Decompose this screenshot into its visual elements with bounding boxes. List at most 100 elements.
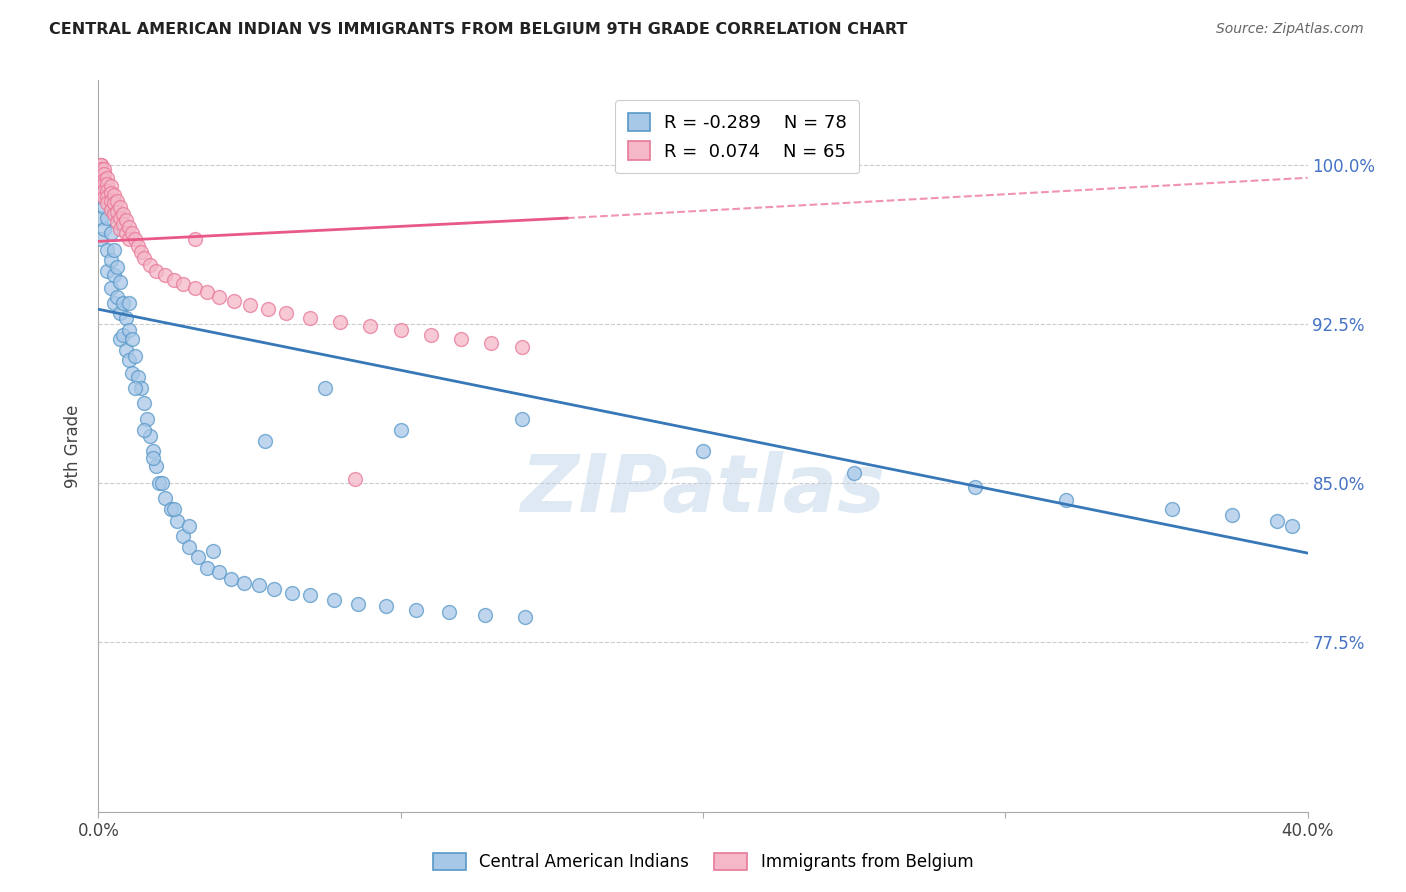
Point [153,268,176,283]
Point [195,561,218,575]
Point [100,226,122,240]
Point [121,366,143,380]
Point [90,184,112,198]
Point [127,238,149,252]
Point [127,370,149,384]
Point [202,544,225,558]
Point [90,167,112,181]
Point [208,565,231,579]
Point [344,472,367,486]
Point [184,281,207,295]
Point [187,550,209,565]
Point [1160,501,1182,516]
Point [221,572,243,586]
Point [513,609,536,624]
Point [96,211,118,225]
Point [389,423,412,437]
Point [274,306,297,320]
Point [247,578,270,592]
Point [224,293,246,308]
Point [93,201,115,215]
Point [132,395,155,409]
Point [166,514,188,528]
Point [111,207,134,221]
Point [239,298,262,312]
Point [347,597,370,611]
Point [111,327,134,342]
Point [1054,493,1077,508]
Point [103,296,125,310]
Point [100,194,122,208]
Point [100,281,122,295]
Point [96,184,118,198]
Point [103,196,125,211]
Point [163,501,186,516]
Point [105,289,128,303]
Point [142,450,165,465]
Point [96,243,118,257]
Point [108,275,131,289]
Point [105,204,128,219]
Point [329,315,352,329]
Point [93,190,115,204]
Point [132,252,155,266]
Point [132,423,155,437]
Point [105,215,128,229]
Point [692,444,714,458]
Point [263,582,285,596]
Point [100,186,122,200]
Point [360,319,382,334]
Point [844,466,866,480]
Point [103,187,125,202]
Point [184,232,207,246]
Point [148,476,170,491]
Point [108,306,131,320]
Point [90,211,112,225]
Point [121,226,143,240]
Point [420,327,443,342]
Point [1220,508,1243,522]
Point [90,162,112,177]
Text: ZIPatlas: ZIPatlas [520,450,886,529]
Point [93,179,115,194]
Point [179,540,201,554]
Point [90,232,112,246]
Point [90,158,112,172]
Point [108,221,131,235]
Point [96,264,118,278]
Point [389,323,412,337]
Point [103,243,125,257]
Legend: R = -0.289    N = 78, R =  0.074    N = 65: R = -0.289 N = 78, R = 0.074 N = 65 [616,100,859,173]
Point [323,592,346,607]
Point [93,221,115,235]
Point [145,459,167,474]
Point [510,340,533,354]
Point [103,268,125,283]
Point [142,444,165,458]
Point [124,232,146,246]
Point [195,285,218,300]
Point [145,264,167,278]
Point [299,589,322,603]
Point [108,211,131,225]
Point [114,343,136,357]
Point [135,412,157,426]
Point [118,323,141,337]
Point [139,429,162,443]
Point [256,302,278,317]
Point [437,606,460,620]
Point [179,518,201,533]
Point [172,529,194,543]
Point [114,310,136,325]
Point [96,190,118,204]
Point [93,184,115,198]
Point [208,289,231,303]
Point [139,258,162,272]
Point [232,575,254,590]
Point [153,491,176,505]
Point [93,167,115,181]
Point [105,194,128,208]
Point [96,177,118,191]
Point [111,218,134,232]
Point [90,170,112,185]
